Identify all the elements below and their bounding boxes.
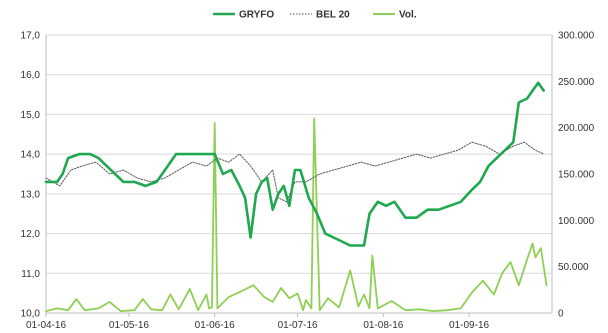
x-tick-label: 01-07-16: [278, 320, 318, 331]
y-left-tick-label: 11,0: [21, 269, 40, 280]
legend: GRYFO BEL 20 Vol.: [213, 10, 417, 21]
y-right-tick-label: 200.000: [558, 123, 595, 134]
y-right-tick-labels: 0 50.000 100.000 150.000 200.000 250.000 300.0…: [558, 31, 595, 320]
y-left-tick-label: 15,0: [21, 110, 41, 121]
y-right-tick-label: 0: [558, 309, 564, 320]
x-tick-label: 01-04-16: [26, 320, 66, 331]
x-tick-label: 01-08-16: [363, 320, 403, 331]
series-layer: [44, 81, 548, 312]
x-tick-label: 01-09-16: [449, 320, 489, 331]
series-line-bel-20: [45, 141, 545, 203]
y-left-tick-label: 12,0: [21, 229, 41, 240]
y-right-tick-label: 50.000: [558, 262, 589, 273]
x-tick-label: 01-05-16: [109, 320, 149, 331]
x-tick-label: 01-06-16: [195, 320, 235, 331]
y-right-tick-label: 250.000: [558, 77, 595, 88]
y-left-tick-labels: 10,0 11,0 12,0 13,0 14,0 15,0 16,0 17,0: [21, 31, 41, 320]
x-tick-labels: 01-04-16 01-05-16 01-06-16 01-07-16 01-08-16…: [26, 320, 490, 331]
y-left-tick-label: 10,0: [21, 309, 41, 320]
y-left-tick-label: 13,0: [21, 189, 41, 200]
y-left-tick-label: 14,0: [21, 150, 41, 161]
y-right-tick-label: 100.000: [558, 216, 595, 227]
legend-label: BEL 20: [316, 10, 350, 21]
y-left-tick-label: 17,0: [21, 31, 41, 42]
series-line-gryfo: [44, 81, 545, 247]
y-left-tick-label: 16,0: [21, 70, 41, 81]
gridlines: [45, 34, 553, 317]
legend-label: Vol.: [399, 10, 417, 21]
legend-label: GRYFO: [239, 10, 274, 21]
y-right-tick-label: 150.000: [558, 170, 595, 181]
y-right-tick-label: 300.000: [558, 31, 595, 42]
series-line-vol: [45, 117, 548, 312]
